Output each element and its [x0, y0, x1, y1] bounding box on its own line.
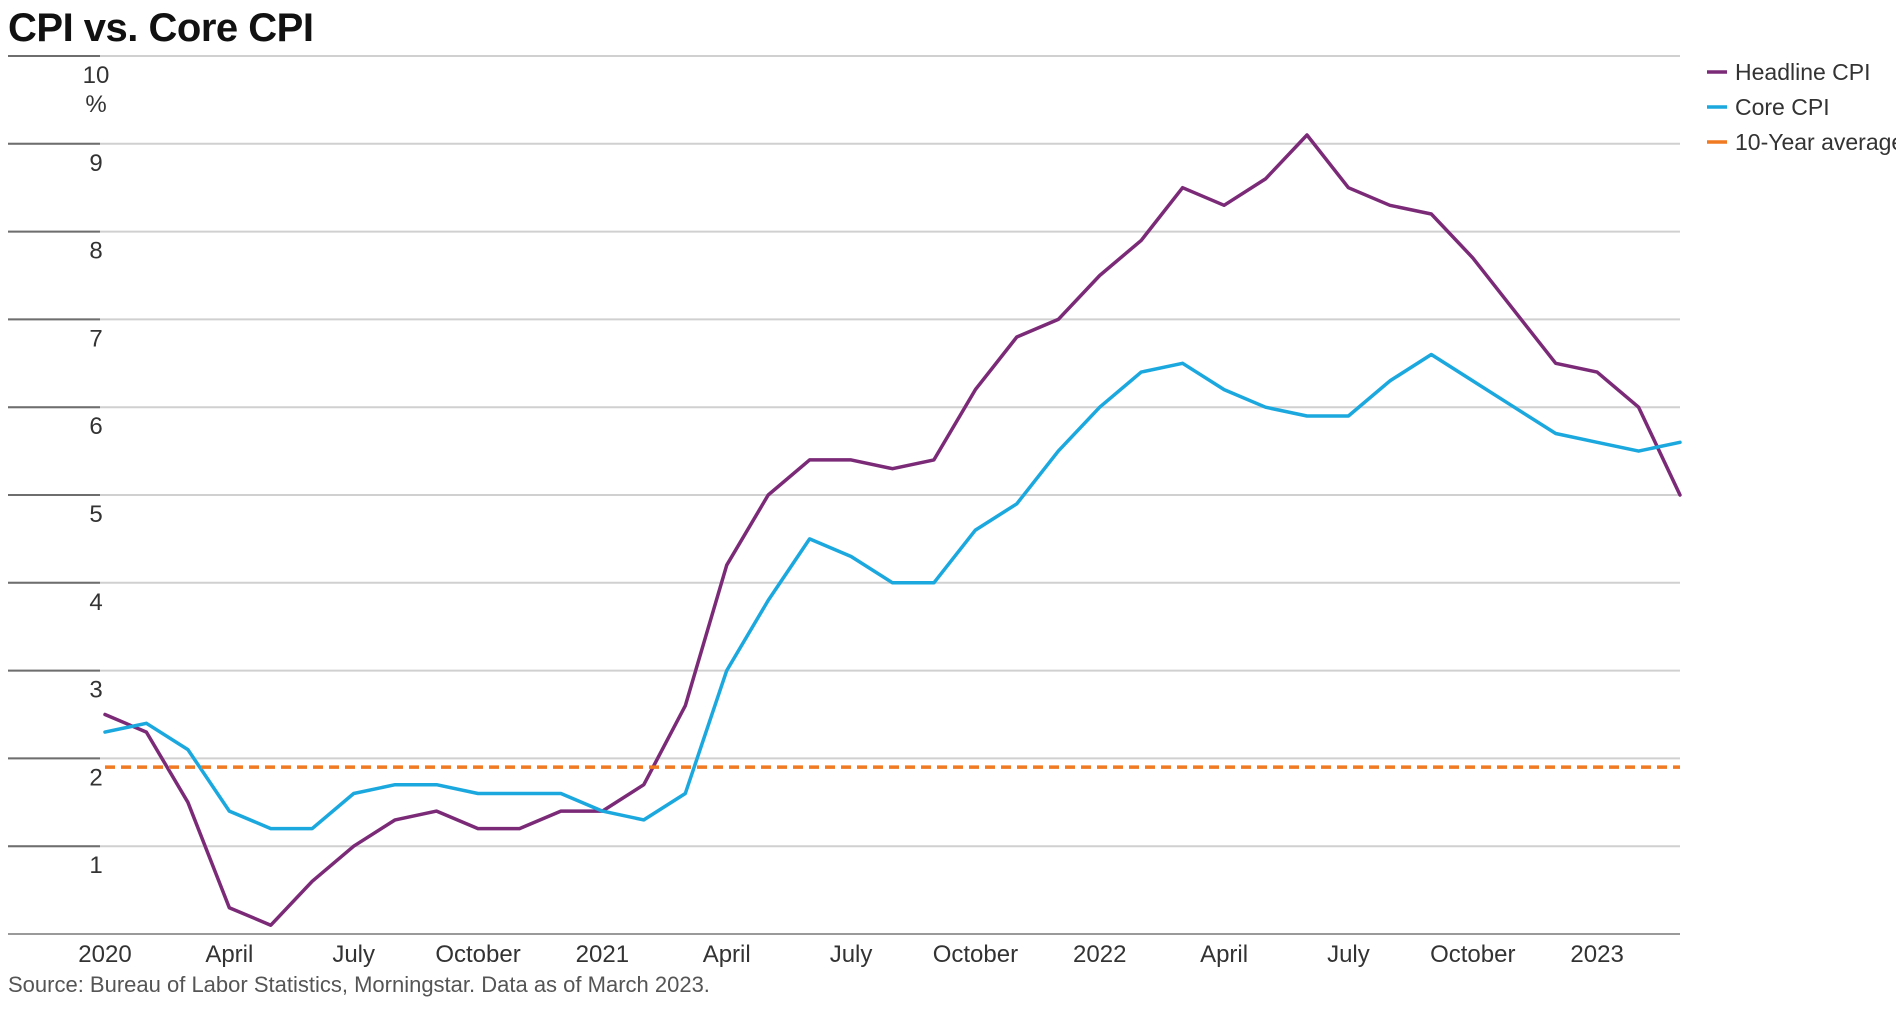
x-tick-label: April: [703, 941, 751, 968]
gridlines: [8, 55, 1680, 935]
x-tick-label: October: [1430, 941, 1515, 968]
x-tick-label: 2023: [1570, 941, 1623, 968]
x-tick-label: 2020: [78, 941, 131, 968]
x-tick-label: April: [1200, 941, 1248, 968]
x-tick-label: July: [332, 941, 375, 968]
series-line-core-cpi: [103, 352, 1682, 831]
y-tick-label: 1: [89, 852, 102, 879]
x-tick-label: October: [435, 941, 520, 968]
x-tick-label: July: [830, 941, 873, 968]
series-lines: [103, 133, 1682, 927]
y-tick-label: 2: [89, 764, 102, 791]
source-note: Source: Bureau of Labor Statistics, Morn…: [8, 972, 710, 997]
legend: Headline CPI Core CPI 10-Year average: [1707, 59, 1896, 155]
y-tick-label: 6: [89, 413, 102, 440]
x-axis-tick-labels: 2020 April July October 2021 April July October…: [78, 941, 1623, 968]
chart-title: CPI vs. Core CPI: [8, 6, 314, 50]
x-tick-label: April: [205, 941, 253, 968]
y-tick-label: 7: [89, 325, 102, 352]
y-tick-label: 9: [89, 150, 102, 177]
x-tick-label: 2022: [1073, 941, 1126, 968]
legend-label: 10-Year average: [1735, 129, 1896, 155]
x-tick-label: October: [933, 941, 1018, 968]
y-tick-label: 8: [89, 238, 102, 265]
y-tick-label: 5: [89, 501, 102, 528]
y-tick-label: 3: [89, 677, 102, 704]
x-tick-label: 2021: [576, 941, 629, 968]
y-tick-label: 10: [83, 62, 110, 89]
legend-label: Core CPI: [1735, 94, 1830, 120]
series-line-headline-cpi: [103, 133, 1682, 927]
x-tick-label: July: [1327, 941, 1370, 968]
y-axis-unit-label: %: [85, 91, 106, 118]
y-tick-label: 4: [89, 589, 102, 616]
y-axis-tick-labels: 1 2 3 4 5 6 7 8 9 10: [83, 62, 110, 879]
legend-label: Headline CPI: [1735, 59, 1871, 85]
